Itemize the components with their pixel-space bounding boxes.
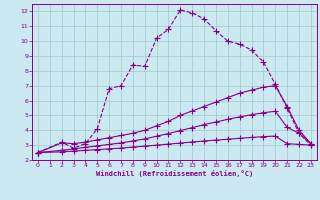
X-axis label: Windchill (Refroidissement éolien,°C): Windchill (Refroidissement éolien,°C) <box>96 170 253 177</box>
